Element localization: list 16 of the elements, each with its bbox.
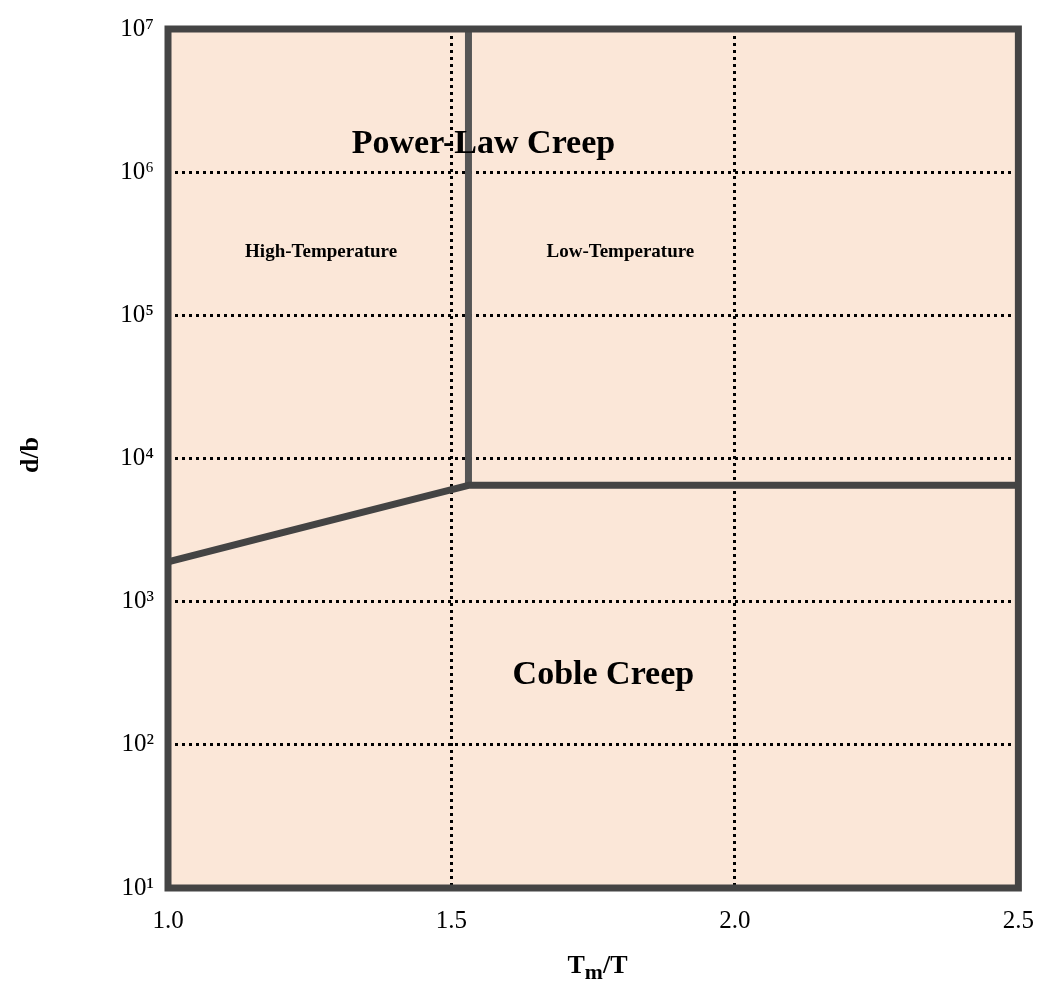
annotation: Coble Creep bbox=[512, 653, 695, 691]
y-tick-label: 10⁵ bbox=[120, 299, 154, 327]
x-axis-title: T$_{m}$/T bbox=[566, 950, 629, 986]
y-tick-label: 10¹ bbox=[121, 872, 154, 900]
x-tick-label: 1.5 bbox=[435, 905, 468, 933]
x-tick-label: 2.0 bbox=[719, 905, 751, 933]
annotation: High-Temperature bbox=[245, 240, 398, 262]
x-tick-label: 2.5 bbox=[1002, 905, 1034, 933]
y-tick-label: 10² bbox=[121, 729, 154, 757]
y-tick-label: 10⁴ bbox=[120, 443, 155, 471]
annotation: Low-Temperature bbox=[546, 240, 695, 262]
y-tick-label: 10³ bbox=[121, 586, 155, 614]
y-axis-title: d/b bbox=[15, 435, 45, 476]
y-tick-label: 10⁶ bbox=[120, 156, 154, 184]
y-tick-label: 10⁷ bbox=[120, 13, 154, 41]
x-tick-label: 1.0 bbox=[152, 905, 184, 933]
